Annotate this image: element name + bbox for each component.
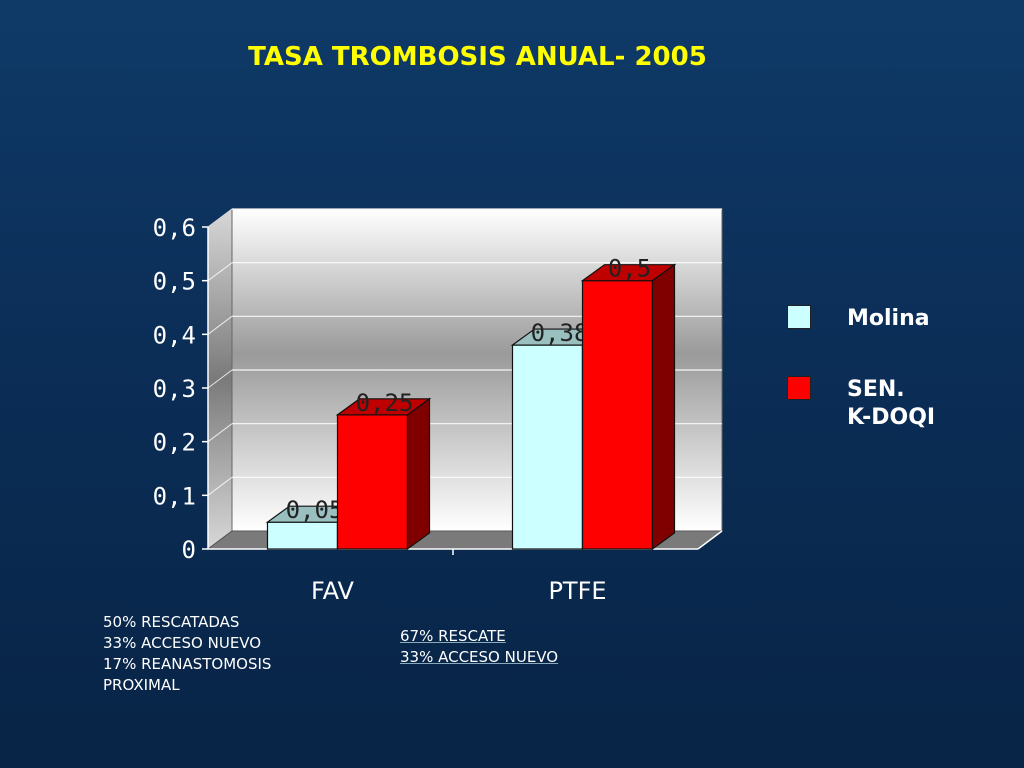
legend-item-sen-kdoqi: SEN. K-DOQI	[787, 376, 935, 432]
y-tick-label: 0,2	[153, 429, 196, 457]
legend-swatch-molina	[787, 305, 811, 329]
x-tick-label: PTFE	[548, 577, 606, 605]
legend-label-sen-kdoqi: SEN. K-DOQI	[847, 377, 936, 430]
legend-label-molina: Molina	[847, 306, 930, 331]
y-tick-label: 0,4	[153, 321, 196, 349]
data-label: 0,25	[356, 389, 414, 417]
data-label: 0,38	[531, 319, 589, 347]
bar-side	[406, 397, 431, 551]
gridline-side	[207, 476, 233, 496]
bar-side	[651, 263, 676, 551]
ptfe-note: 67% RESCATE 33% ACCESO NUEVO	[400, 627, 559, 666]
bar	[511, 344, 584, 550]
legend-swatch-sen-kdoqi	[787, 376, 811, 400]
chart-title: TASA TROMBOSIS ANUAL- 2005	[248, 42, 707, 72]
fav-note: 50% RESCATADAS 33% ACCESO NUEVO 17% REAN…	[103, 613, 272, 694]
y-tick-label: 0,5	[153, 268, 196, 296]
y-tick-label: 0,1	[153, 482, 196, 510]
x-axis-edge	[697, 530, 723, 550]
y-tick-label: 0,3	[153, 375, 196, 403]
gridline-side	[207, 262, 233, 282]
gridline-side	[207, 423, 233, 443]
bar	[581, 280, 654, 550]
y-tick-label: 0,6	[153, 214, 196, 242]
gridline-side	[207, 369, 233, 389]
gridline-side	[207, 208, 233, 228]
data-label: 0,05	[286, 496, 344, 524]
x-tick-label: FAV	[311, 577, 354, 605]
bar	[266, 521, 339, 550]
y-tick-label: 0	[182, 536, 196, 564]
bar	[336, 414, 409, 550]
data-label: 0,5	[608, 255, 651, 283]
gridline-side	[207, 315, 233, 335]
legend-item-molina: Molina	[787, 305, 930, 333]
